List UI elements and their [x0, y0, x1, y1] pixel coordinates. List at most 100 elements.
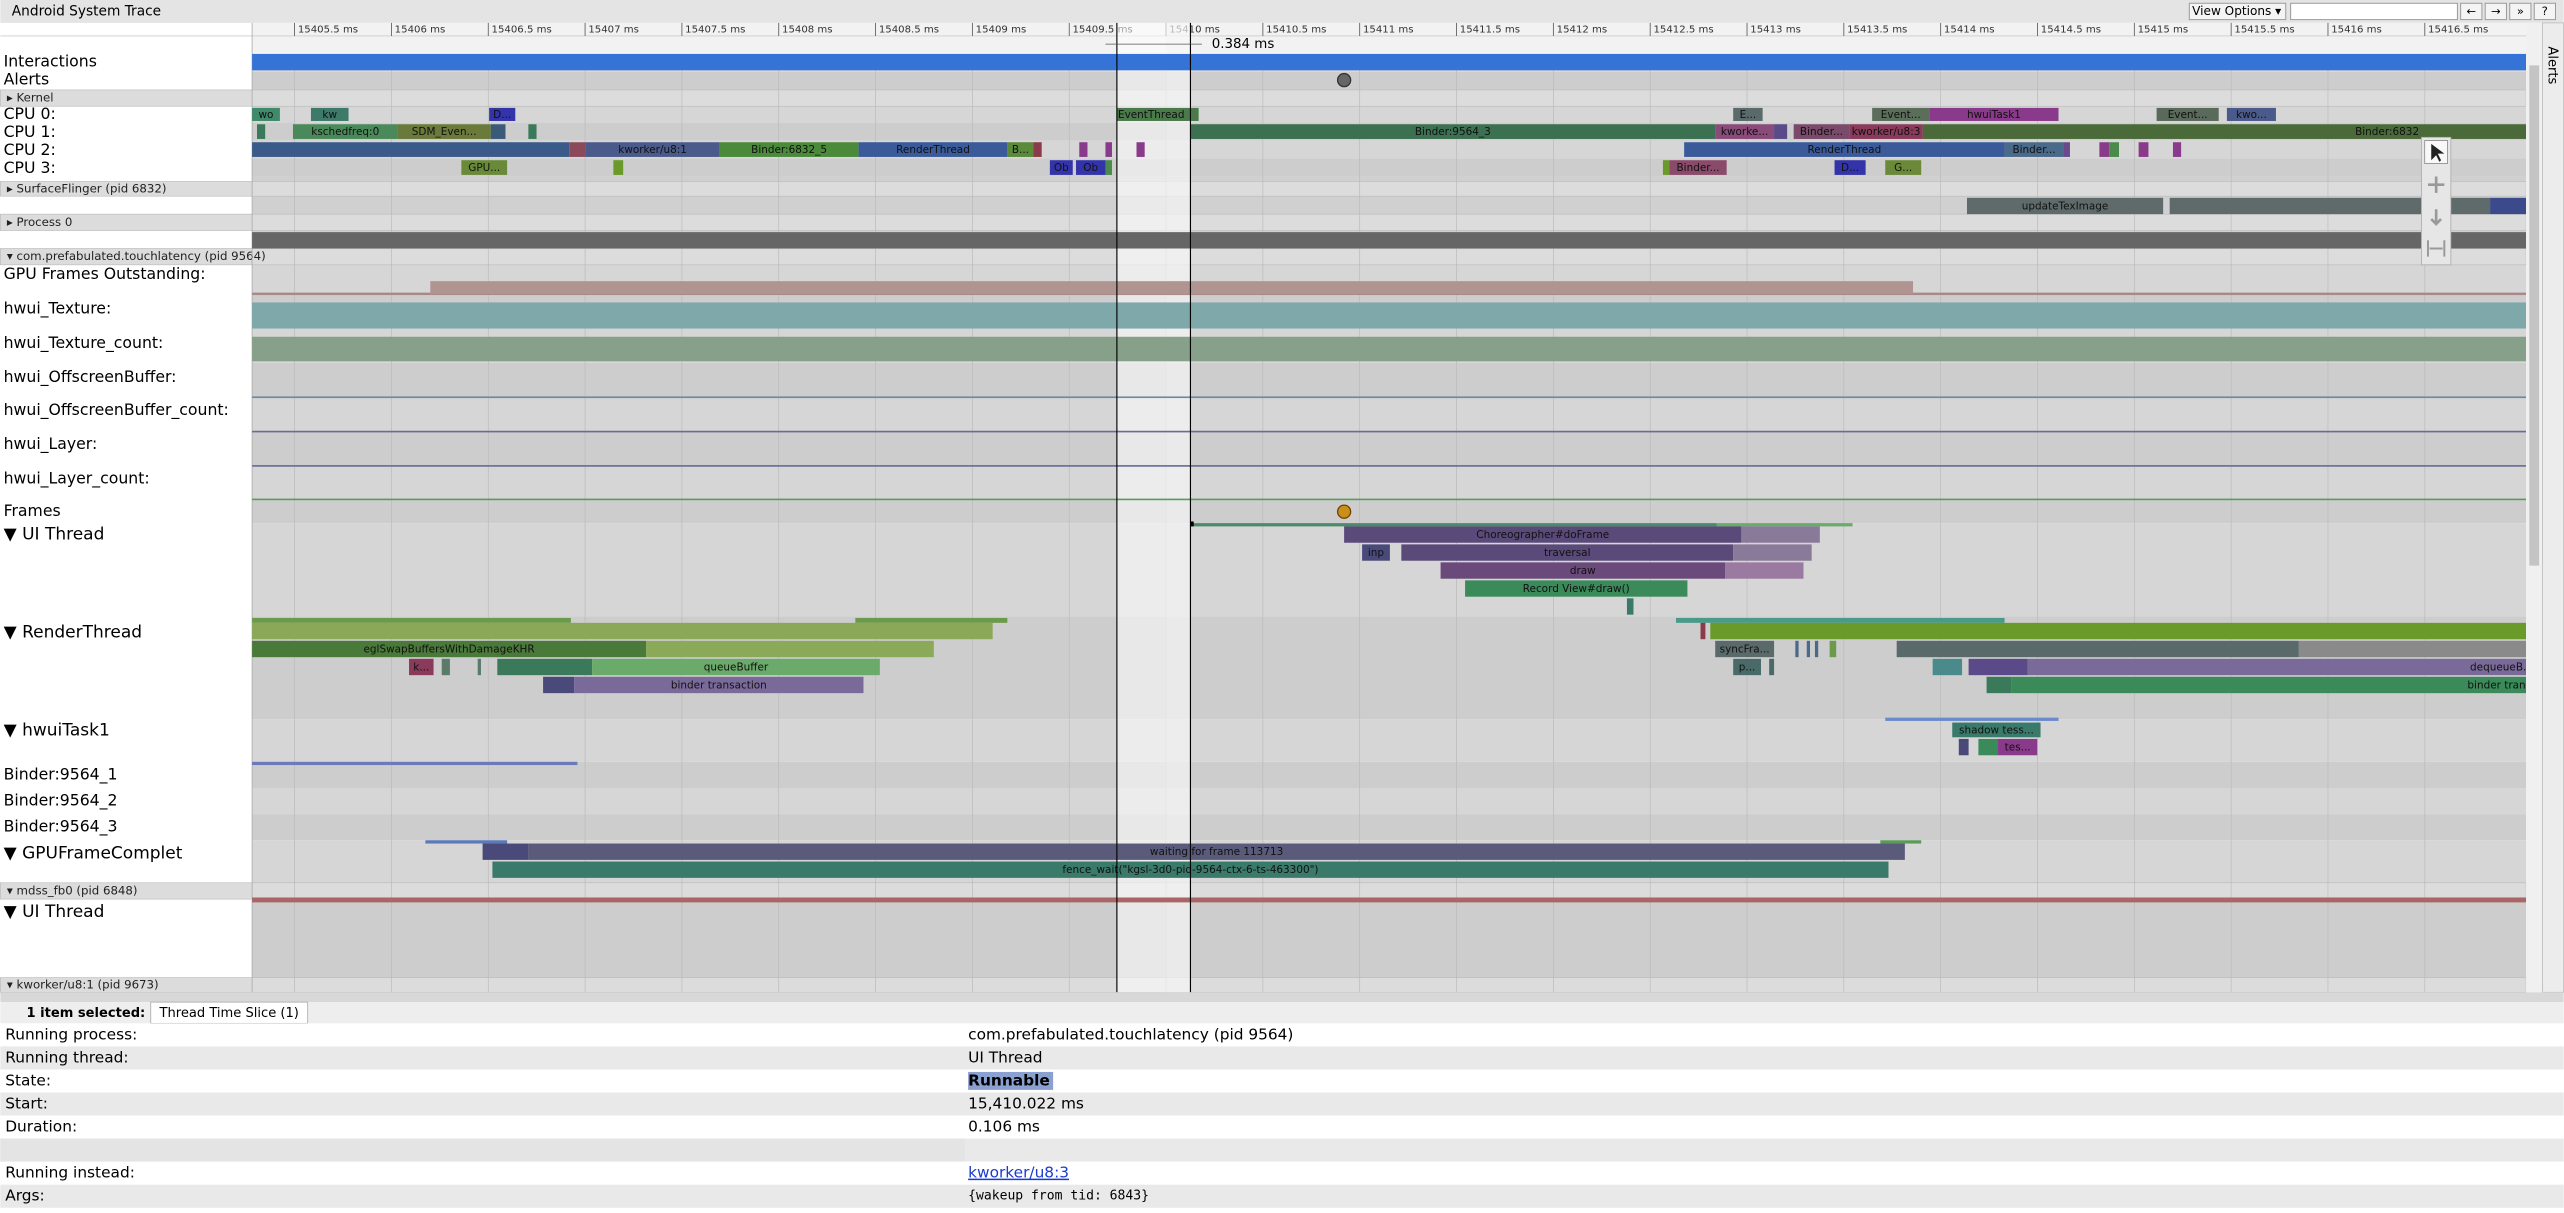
slice-label[interactable]: D...	[493, 109, 511, 121]
slice-label[interactable]: Binder:6832	[2355, 126, 2419, 138]
nav-button[interactable]	[2533, 2, 2556, 21]
search-box[interactable]	[2290, 2, 2458, 21]
slice[interactable]	[1834, 160, 1866, 175]
nav-button[interactable]	[2460, 2, 2483, 21]
slice[interactable]	[1401, 544, 1734, 561]
slice-label[interactable]: syncFra...	[1720, 643, 1770, 655]
slice-label[interactable]: wo	[259, 109, 274, 121]
slice[interactable]	[858, 142, 1008, 157]
slice[interactable]	[574, 676, 864, 694]
slice-label[interactable]: binder tran...	[2467, 679, 2535, 691]
slice-label[interactable]: EventThread	[1118, 109, 1185, 121]
slice-label[interactable]: Event...	[1881, 109, 1921, 121]
slice[interactable]	[1733, 658, 1761, 676]
slice[interactable]	[397, 124, 491, 139]
slice-label[interactable]: Binder...	[1677, 162, 1720, 174]
alert-marker[interactable]	[1336, 72, 1352, 88]
slice-label[interactable]: kw	[322, 109, 337, 121]
slice[interactable]	[1684, 142, 2005, 157]
slice-label[interactable]: eglSwapBuffersWithDamageKHR	[363, 643, 534, 655]
slice-label[interactable]: tes...	[2005, 742, 2031, 754]
slice[interactable]	[2226, 107, 2276, 121]
nav-button-label[interactable]: »	[2517, 4, 2524, 18]
slice[interactable]	[1440, 562, 1726, 579]
view-options[interactable]	[2188, 2, 2287, 21]
slice-label[interactable]: B...	[1012, 144, 1029, 156]
panel-tab-label[interactable]: Thread Time Slice (1)	[159, 1006, 299, 1021]
slice[interactable]	[1872, 107, 1930, 121]
slice[interactable]	[528, 843, 1905, 860]
slice-label[interactable]: binder transaction	[671, 679, 767, 691]
nav-button-label[interactable]: →	[2491, 4, 2501, 18]
group-label[interactable]: ▸ Kernel	[7, 91, 54, 105]
slice-label[interactable]: RenderThread	[1807, 144, 1881, 156]
side-tab-label[interactable]: Alerts	[2545, 46, 2560, 84]
nav-button[interactable]	[2484, 2, 2507, 21]
group-label[interactable]: ▸ SurfaceFlinger (pid 6832)	[7, 181, 167, 195]
slice-label[interactable]: draw	[1570, 565, 1596, 577]
slice[interactable]	[1793, 124, 1850, 139]
slice-label[interactable]: Binder:9564_3	[1415, 126, 1491, 138]
slice[interactable]	[1715, 124, 1775, 139]
track-label[interactable]: ▼ RenderThread	[4, 623, 142, 643]
slice-label[interactable]: kworker/u8:1	[618, 144, 687, 156]
group-label[interactable]: ▾ mdss_fb0 (pid 6848)	[7, 883, 138, 897]
slice[interactable]	[1076, 160, 1106, 175]
slice-label[interactable]: Ob	[1054, 162, 1069, 174]
track-label[interactable]: ▼ GPUFrameComplet	[4, 843, 183, 863]
slice[interactable]	[1669, 160, 1727, 175]
slice[interactable]	[1007, 142, 1034, 157]
frame-marker[interactable]	[1336, 504, 1352, 519]
nav-button[interactable]	[2509, 2, 2532, 21]
slice[interactable]	[292, 124, 398, 139]
slice-label[interactable]: Ob	[1083, 162, 1098, 174]
slice[interactable]	[1344, 526, 1742, 543]
slice[interactable]	[1885, 160, 1922, 175]
slice-label[interactable]: updateTexImage	[2022, 200, 2109, 212]
slice[interactable]	[1929, 107, 2059, 121]
slice[interactable]	[1966, 197, 2164, 215]
slice-label[interactable]: G...	[1894, 162, 1912, 174]
slice[interactable]	[1733, 107, 1763, 121]
slice-label[interactable]: kschedfreq:0	[311, 126, 379, 138]
slice-label[interactable]: Binder...	[2012, 144, 2055, 156]
slice-label[interactable]: RenderThread	[896, 144, 970, 156]
nav-button-label[interactable]: ←	[2466, 4, 2476, 18]
slice[interactable]	[489, 107, 516, 121]
slice-label[interactable]: waiting for frame 113713	[1150, 846, 1283, 858]
track-label[interactable]: ▼ hwuiTask1	[4, 721, 110, 741]
slice[interactable]	[1190, 124, 1716, 139]
slice-label[interactable]: kwo...	[2236, 109, 2267, 121]
slice[interactable]	[461, 160, 508, 175]
slice-label[interactable]: hwuiTask1	[1967, 109, 2021, 121]
slice[interactable]	[409, 658, 434, 676]
slice[interactable]	[1116, 107, 1199, 121]
track-label[interactable]: ▼ UI Thread	[4, 525, 105, 545]
slice-label[interactable]: queueBuffer	[704, 661, 769, 673]
slice[interactable]	[2011, 676, 2527, 694]
slice-label[interactable]: Binder:6832_5	[751, 144, 827, 156]
slice-label[interactable]: Binder...	[1800, 126, 1843, 138]
slice-label[interactable]: kworke...	[1721, 126, 1768, 138]
slice[interactable]	[252, 107, 280, 121]
slice-label[interactable]: SDM_Even...	[412, 126, 477, 138]
slice-label[interactable]: dequeueB...	[2470, 661, 2533, 673]
scroll-thumb[interactable]	[2529, 65, 2540, 566]
slice[interactable]	[719, 142, 859, 157]
detail-value[interactable]: kworker/u8:3	[968, 1164, 1069, 1182]
slice[interactable]	[1922, 124, 2527, 139]
slice-label[interactable]: inp	[1368, 547, 1385, 559]
slice-label[interactable]: p...	[1739, 661, 1756, 673]
slice-label[interactable]: kworker/u8:3	[1852, 126, 1921, 138]
slice-label[interactable]: Record View#draw()	[1523, 583, 1630, 595]
slice[interactable]	[592, 658, 880, 676]
track-label[interactable]: ▼ UI Thread	[4, 902, 105, 922]
nav-button-label[interactable]: ?	[2542, 4, 2548, 18]
view-options-label[interactable]: View Options ▾	[2192, 4, 2282, 18]
slice-label[interactable]: D...	[1841, 162, 1859, 174]
group-label[interactable]: ▾ com.prefabulated.touchlatency (pid 956…	[7, 249, 266, 263]
slice-label[interactable]: GPU...	[468, 162, 500, 174]
slice[interactable]	[2156, 107, 2219, 121]
slice[interactable]	[1465, 580, 1688, 597]
slice[interactable]	[310, 107, 349, 121]
